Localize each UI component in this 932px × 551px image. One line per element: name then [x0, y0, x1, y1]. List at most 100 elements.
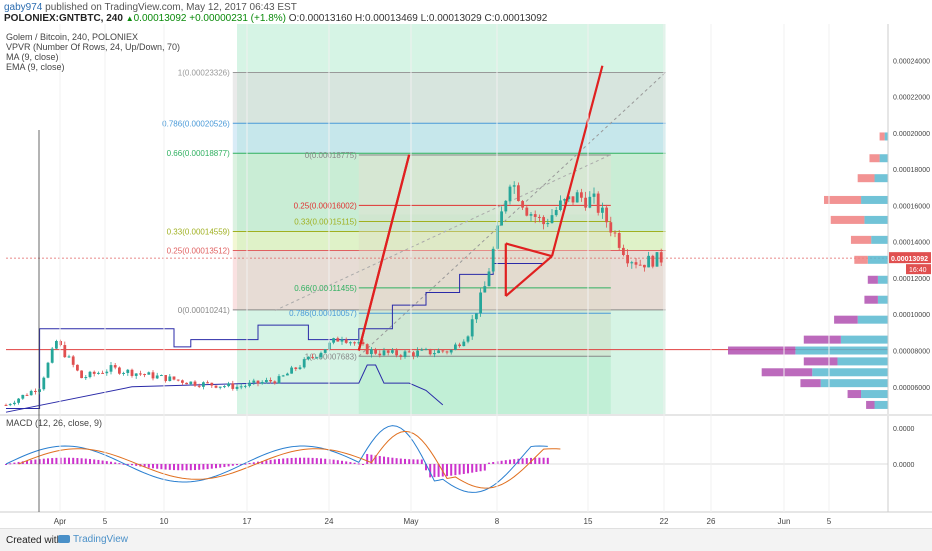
candle-body [559, 200, 562, 210]
macd-hist-bar [320, 458, 322, 464]
macd-hist-bar [454, 464, 457, 476]
candle-body [601, 207, 604, 213]
vp-up-bar [867, 255, 888, 264]
macd-hist-bar [488, 462, 490, 464]
candle-body [491, 248, 495, 272]
macd-hist-bar [143, 464, 146, 468]
time-tag-bg [906, 264, 931, 275]
time-tick-label: 10 [160, 517, 169, 526]
tradingview-link[interactable]: TradingView [58, 534, 128, 545]
candle-body [38, 389, 41, 392]
price-chart[interactable]: 1(0.00023326) 0.786(0.00020526) 0.66(0.000… [0, 0, 932, 528]
macd-label: MACD (12, 26, close, 9) [6, 418, 103, 428]
macd-hist-bar [513, 459, 516, 464]
fib-band [232, 123, 666, 154]
candle-body [269, 379, 272, 382]
vp-up-bar [861, 390, 888, 399]
candle-body [525, 207, 529, 216]
time-tick-label: 5 [103, 517, 108, 526]
macd-hist-bar [387, 457, 390, 464]
candle-body [4, 404, 8, 406]
vp-up-bar [877, 295, 888, 304]
macd-hist-bar [177, 464, 180, 471]
candle-body [265, 379, 268, 383]
candle-body [34, 390, 37, 392]
candle-body [533, 214, 537, 217]
macd-hist-bar [504, 460, 507, 464]
candle-body [538, 216, 541, 218]
candle-body [374, 349, 377, 354]
candle-body [508, 186, 512, 201]
candle-body [592, 193, 596, 197]
candle-body [256, 380, 260, 384]
candle-body [487, 271, 491, 287]
macd-hist-bar [315, 458, 318, 464]
candle-body [42, 377, 46, 390]
candle-body [521, 201, 524, 208]
candle-body [244, 385, 247, 387]
macd-hist-bar [458, 464, 461, 475]
price-tick-label: 0.00010000 [893, 312, 930, 319]
candle-body [97, 372, 100, 374]
tradingview-brand: TradingView [73, 534, 129, 545]
macd-hist-bar [26, 460, 28, 464]
candle-body [550, 215, 554, 224]
candle-body [63, 345, 67, 358]
fib-right-label: 0(0.00018775) [305, 151, 357, 160]
footer-bar: Created with TradingView [0, 528, 932, 551]
vp-up-bar [871, 235, 888, 244]
candle-body [105, 371, 109, 374]
macd-hist-bar [294, 457, 297, 464]
candle-body [613, 232, 617, 234]
candle-body [344, 339, 348, 343]
candle-body [202, 382, 205, 387]
candle-body [143, 374, 146, 376]
candle-body [248, 382, 251, 386]
candle-body [160, 375, 163, 377]
macd-hist-bar [303, 457, 306, 464]
macd-hist-bar [17, 461, 20, 464]
macd-hist-bar [147, 464, 150, 468]
candle-body [319, 352, 323, 358]
vp-down-bar [879, 132, 885, 141]
candle-body [210, 382, 214, 386]
candle-body [449, 349, 453, 353]
macd-hist-bar [97, 459, 100, 464]
vp-up-bar [879, 154, 888, 163]
macd-hist-bar [219, 464, 222, 468]
candle-body [55, 341, 58, 349]
candle-body [126, 369, 130, 373]
macd-hist-bar [332, 459, 335, 464]
candle-body [475, 313, 478, 320]
macd-hist-bar [450, 464, 453, 476]
macd-hist-bar [341, 460, 343, 464]
candle-body [399, 355, 403, 357]
price-tick-label: 0.00008000 [893, 349, 930, 356]
vp-down-bar [824, 195, 862, 204]
macd-hist-bar [240, 464, 243, 465]
candle-body [617, 233, 621, 248]
symbol-info: POLONIEX:GNTBTC, 240 ▲0.00013092 +0.0000… [4, 13, 547, 24]
fib-right-label: 1(0.00007683) [305, 352, 357, 361]
vp-up-bar [864, 215, 888, 224]
candle-body [386, 350, 390, 353]
candle-body [214, 385, 218, 388]
candle-body [235, 386, 239, 389]
candle-body [512, 185, 516, 187]
candle-body [273, 381, 277, 384]
username[interactable]: gaby974 [4, 2, 43, 13]
time-tick-label: 17 [243, 517, 252, 526]
macd-hist-bar [105, 461, 108, 464]
ohlc-open: O:0.00013160 [288, 13, 353, 24]
macd-hist-bar [164, 464, 167, 470]
macd-hist-bar [206, 464, 209, 470]
candle-body [8, 404, 12, 406]
macd-hist-bar [425, 464, 427, 471]
candle-body [76, 364, 79, 371]
candle-body [407, 351, 411, 353]
candle-body [139, 373, 142, 375]
vp-down-bar [761, 368, 813, 377]
macd-hist-bar [185, 464, 188, 471]
candle-body [109, 365, 113, 372]
macd-tick-label: 0.0000 [893, 426, 915, 433]
